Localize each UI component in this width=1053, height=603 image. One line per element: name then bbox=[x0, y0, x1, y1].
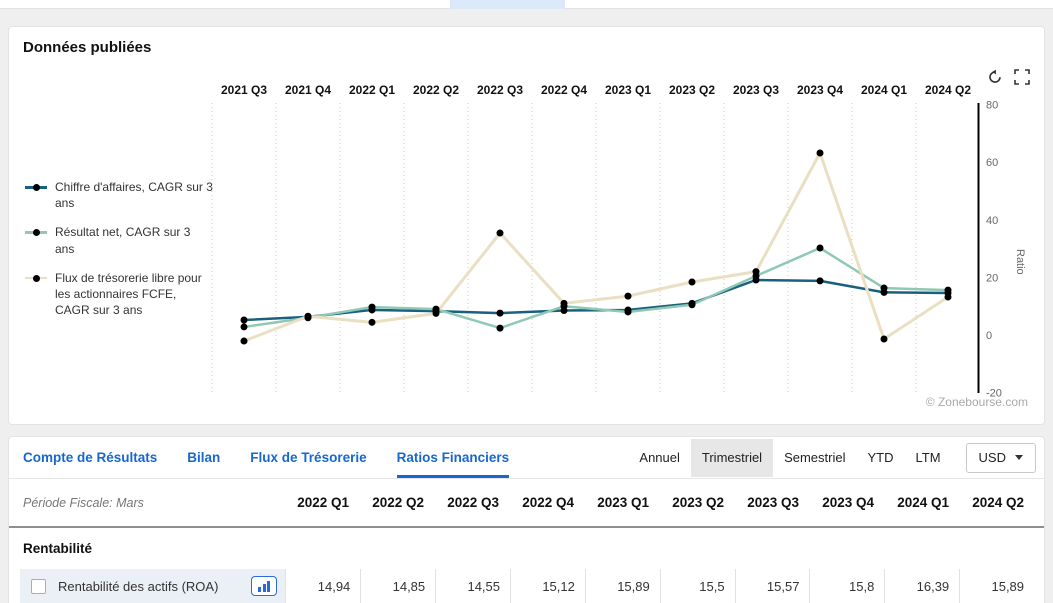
legend-item-2[interactable]: Flux de trésorerie libre pour les action… bbox=[25, 270, 213, 319]
svg-text:2023 Q2: 2023 Q2 bbox=[669, 83, 715, 97]
svg-text:2023 Q4: 2023 Q4 bbox=[797, 83, 843, 97]
tab-flux-de-tresorerie[interactable]: Flux de Trésorerie bbox=[250, 450, 367, 465]
zonebourse-copyright: © Zonebourse.com bbox=[925, 395, 1028, 409]
legend-marker bbox=[25, 224, 47, 240]
column-header-2023-q1: 2023 Q1 bbox=[597, 495, 649, 510]
period-button-ltm[interactable]: LTM bbox=[915, 450, 941, 465]
period-button-ytd[interactable]: YTD bbox=[867, 450, 894, 465]
roa-value-2022-q2: 14,85 bbox=[360, 569, 436, 603]
column-header-2022-q2: 2022 Q2 bbox=[372, 495, 424, 510]
column-header-2023-q3: 2023 Q3 bbox=[747, 495, 799, 510]
fullscreen-icon[interactable] bbox=[1014, 69, 1030, 85]
legend-marker bbox=[25, 270, 47, 286]
roa-value-2023-q4: 15,8 bbox=[809, 569, 885, 603]
chart-legend: Chiffre d'affaires, CAGR sur 3 ans Résult… bbox=[25, 179, 213, 331]
period-button-trimestriel[interactable]: Trimestriel bbox=[690, 438, 774, 477]
roa-value-2024-q1: 16,39 bbox=[884, 569, 960, 603]
tab-compte-de-resultats[interactable]: Compte de Résultats bbox=[23, 450, 158, 465]
caret-down-icon bbox=[1015, 455, 1023, 460]
svg-text:80: 80 bbox=[986, 100, 998, 112]
table-header-row: Période Fiscale: Mars 2022 Q1 2022 Q2 2022… bbox=[9, 479, 1044, 528]
row-label-cell: Rentabilité des actifs (ROA) bbox=[20, 569, 286, 603]
column-header-2024-q1: 2024 Q1 bbox=[897, 495, 949, 510]
row-label: Rentabilité des actifs (ROA) bbox=[58, 578, 219, 594]
published-data-chart-card: Données publiées Chiffre d'affaires, CAG… bbox=[8, 26, 1045, 425]
financials-table-card: Compte de Résultats Bilan Flux de Trésorer… bbox=[8, 436, 1045, 603]
svg-text:2024 Q1: 2024 Q1 bbox=[861, 83, 907, 97]
legend-marker bbox=[25, 179, 47, 195]
tab-bilan[interactable]: Bilan bbox=[187, 450, 221, 465]
legend-item-0[interactable]: Chiffre d'affaires, CAGR sur 3 ans bbox=[25, 179, 213, 211]
svg-text:20: 20 bbox=[986, 272, 998, 284]
bar-chart-icon bbox=[262, 584, 266, 592]
financials-tabs-row: Compte de Résultats Bilan Flux de Trésorer… bbox=[9, 437, 1044, 479]
column-header-2024-q2: 2024 Q2 bbox=[972, 495, 1024, 510]
legend-label: Flux de trésorerie libre pour les action… bbox=[55, 270, 202, 318]
svg-text:2022 Q1: 2022 Q1 bbox=[349, 83, 395, 97]
column-header-2022-q1: 2022 Q1 bbox=[297, 495, 349, 510]
period-controls: Annuel Trimestriel Semestriel YTD LTM USD bbox=[628, 437, 1036, 478]
svg-text:60: 60 bbox=[986, 157, 998, 169]
row-chart-button[interactable] bbox=[251, 576, 278, 596]
svg-text:2023 Q1: 2023 Q1 bbox=[605, 83, 651, 97]
svg-text:2022 Q2: 2022 Q2 bbox=[413, 83, 459, 97]
svg-text:0: 0 bbox=[986, 330, 992, 342]
svg-text:2022 Q3: 2022 Q3 bbox=[477, 83, 523, 97]
table-row: Rentabilité des actifs (ROA) 14,94 14,85 1… bbox=[20, 569, 1035, 603]
svg-text:40: 40 bbox=[986, 215, 998, 227]
svg-text:2024 Q2: 2024 Q2 bbox=[925, 83, 971, 97]
svg-text:2022 Q4: 2022 Q4 bbox=[541, 83, 587, 97]
financial-tabs: Compte de Résultats Bilan Flux de Trésorer… bbox=[23, 437, 539, 478]
roa-value-2023-q3: 15,57 bbox=[734, 569, 810, 603]
svg-text:Ratio: Ratio bbox=[1014, 249, 1026, 275]
roa-row-checkbox[interactable] bbox=[31, 578, 46, 594]
legend-item-1[interactable]: Résultat net, CAGR sur 3 ans bbox=[25, 224, 213, 256]
legend-label: Chiffre d'affaires, CAGR sur 3 ans bbox=[55, 180, 213, 211]
tab-ratios-financiers[interactable]: Ratios Financiers bbox=[396, 437, 509, 478]
column-header-2022-q4: 2022 Q4 bbox=[522, 495, 574, 510]
roa-value-2022-q3: 14,55 bbox=[435, 569, 511, 603]
column-header-2023-q4: 2023 Q4 bbox=[822, 495, 874, 510]
legend-label: Résultat net, CAGR sur 3 ans bbox=[55, 225, 191, 256]
chart-card-title: Données publiées bbox=[23, 39, 152, 56]
roa-value-2023-q1: 15,89 bbox=[584, 569, 660, 603]
roa-value-2022-q4: 15,12 bbox=[510, 569, 585, 603]
period-button-annuel[interactable]: Annuel bbox=[639, 450, 680, 465]
top-nav-bar bbox=[0, 0, 1053, 9]
currency-selector[interactable]: USD bbox=[965, 442, 1036, 473]
svg-text:2023 Q3: 2023 Q3 bbox=[733, 83, 779, 97]
section-title-rentabilite: Rentabilité bbox=[23, 541, 93, 556]
svg-text:2021 Q4: 2021 Q4 bbox=[285, 83, 331, 97]
roa-value-2023-q2: 15,5 bbox=[659, 569, 735, 603]
bar-chart-icon bbox=[258, 587, 262, 592]
reset-zoom-icon[interactable] bbox=[987, 69, 1003, 85]
period-button-semestriel[interactable]: Semestriel bbox=[784, 450, 846, 465]
roa-value-2022-q1: 14,94 bbox=[285, 569, 361, 603]
roa-value-2024-q2: 15,89 bbox=[959, 569, 1035, 603]
column-header-2022-q3: 2022 Q3 bbox=[447, 495, 499, 510]
column-header-2023-q2: 2023 Q2 bbox=[672, 495, 724, 510]
currency-value: USD bbox=[978, 450, 1006, 465]
svg-text:2021 Q3: 2021 Q3 bbox=[221, 83, 267, 97]
top-nav-active-tab-remnant bbox=[450, 0, 565, 9]
bar-chart-icon bbox=[267, 581, 271, 592]
fiscal-period-label: Période Fiscale: Mars bbox=[23, 495, 144, 510]
